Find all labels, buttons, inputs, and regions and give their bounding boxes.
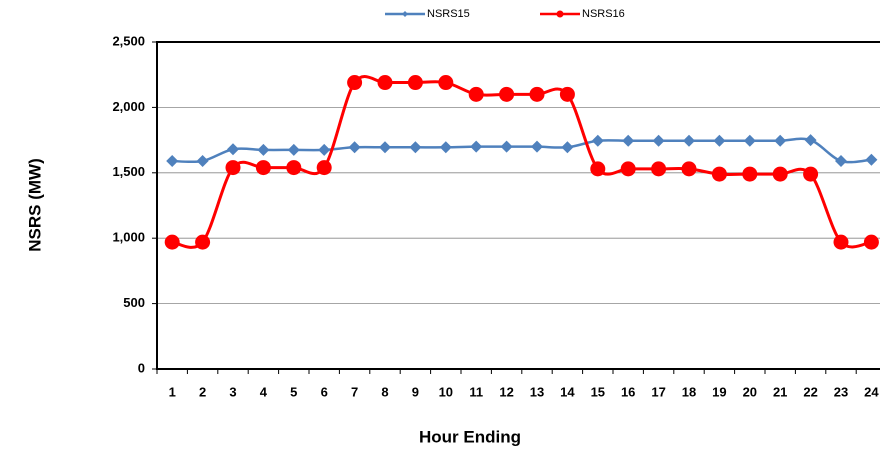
point xyxy=(286,160,302,176)
x-tick-label: 15 xyxy=(591,384,605,399)
x-tick-label: 21 xyxy=(773,384,787,399)
point xyxy=(409,141,422,154)
x-tick-label: 13 xyxy=(530,384,544,399)
point xyxy=(743,134,756,147)
point xyxy=(439,141,452,154)
point xyxy=(438,75,454,91)
point xyxy=(863,234,879,250)
y-tick-label: 1,000 xyxy=(112,230,145,245)
point xyxy=(620,161,636,177)
x-tick-label: 5 xyxy=(290,384,297,399)
point xyxy=(742,166,758,182)
point xyxy=(166,155,179,168)
x-tick-label: 11 xyxy=(469,384,483,399)
x-tick-label: 8 xyxy=(381,384,388,399)
x-tick-label: 23 xyxy=(834,384,848,399)
point xyxy=(255,160,271,176)
point xyxy=(772,166,788,182)
x-tick-label: 7 xyxy=(351,384,358,399)
x-tick-label: 9 xyxy=(412,384,419,399)
point xyxy=(287,143,300,156)
y-tick-label: 1,500 xyxy=(112,164,145,179)
point xyxy=(316,160,332,176)
point xyxy=(225,160,241,176)
x-tick-label: 20 xyxy=(743,384,757,399)
x-tick-label: 24 xyxy=(864,384,879,399)
x-tick-label: 1 xyxy=(169,384,176,399)
point xyxy=(196,155,209,168)
point xyxy=(531,140,543,153)
x-tick-label: 3 xyxy=(229,384,236,399)
x-tick-label: 22 xyxy=(803,384,817,399)
y-tick-label: 2,000 xyxy=(112,99,145,114)
x-tick-label: 4 xyxy=(260,384,268,399)
point xyxy=(833,234,849,250)
point xyxy=(681,161,697,177)
point xyxy=(711,166,727,182)
point xyxy=(651,161,667,177)
point xyxy=(500,140,513,153)
point xyxy=(803,166,819,182)
point xyxy=(318,143,331,156)
x-tick-label: 2 xyxy=(199,384,206,399)
point xyxy=(529,86,545,102)
x-tick-label: 19 xyxy=(712,384,726,399)
x-axis-title: Hour Ending xyxy=(419,427,521,446)
plot-border xyxy=(156,41,880,370)
point xyxy=(774,134,787,147)
legend-label: NSRS16 xyxy=(582,8,625,20)
x-tick-label: 18 xyxy=(682,384,696,399)
point xyxy=(559,86,575,102)
series-line xyxy=(171,75,872,249)
point xyxy=(804,134,817,147)
point xyxy=(865,153,878,166)
point xyxy=(499,86,515,102)
point xyxy=(470,140,483,153)
x-tick-label: 14 xyxy=(560,384,575,399)
y-tick-label: 0 xyxy=(138,360,145,375)
x-tick-label: 10 xyxy=(439,384,453,399)
x-tick-label: 12 xyxy=(499,384,513,399)
legend-marker xyxy=(402,11,408,17)
point xyxy=(713,134,726,147)
point xyxy=(377,75,393,91)
y-tick-label: 2,500 xyxy=(112,33,145,48)
point xyxy=(164,234,180,250)
point xyxy=(468,86,484,102)
x-tick-label: 6 xyxy=(321,384,328,399)
point xyxy=(622,134,635,147)
point xyxy=(347,75,363,91)
point xyxy=(683,134,695,147)
x-tick-label: 17 xyxy=(651,384,665,399)
point xyxy=(257,143,270,156)
series-line xyxy=(172,137,872,164)
point xyxy=(652,134,665,147)
point xyxy=(227,143,239,156)
legend-label: NSRS15 xyxy=(427,8,470,20)
point xyxy=(835,155,847,168)
point xyxy=(348,141,361,154)
point xyxy=(591,134,604,147)
legend-marker xyxy=(556,10,564,18)
point xyxy=(590,161,606,177)
point xyxy=(379,141,391,154)
x-tick-label: 16 xyxy=(621,384,635,399)
y-axis-title: NSRS (MW) xyxy=(25,158,44,251)
y-tick-label: 500 xyxy=(123,295,145,310)
point xyxy=(195,234,211,250)
point xyxy=(561,141,574,154)
point xyxy=(407,75,423,91)
